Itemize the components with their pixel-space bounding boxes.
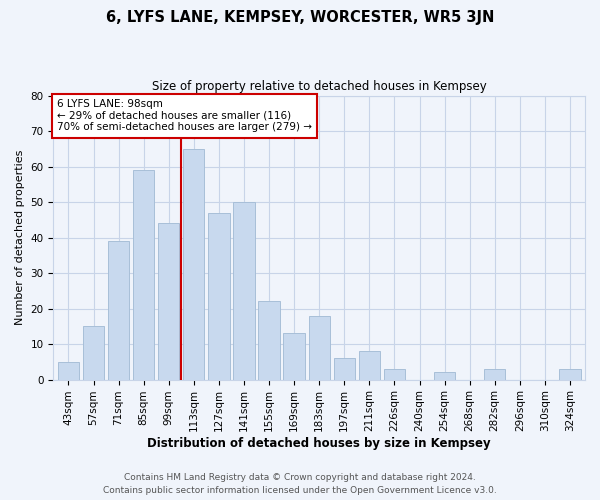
Bar [384, 369, 405, 380]
Bar [83, 326, 104, 380]
Bar [308, 316, 330, 380]
Bar [208, 212, 230, 380]
Bar [283, 334, 305, 380]
Bar [334, 358, 355, 380]
Bar [484, 369, 505, 380]
X-axis label: Distribution of detached houses by size in Kempsey: Distribution of detached houses by size … [148, 437, 491, 450]
Text: 6, LYFS LANE, KEMPSEY, WORCESTER, WR5 3JN: 6, LYFS LANE, KEMPSEY, WORCESTER, WR5 3J… [106, 10, 494, 25]
Bar [434, 372, 455, 380]
Title: Size of property relative to detached houses in Kempsey: Size of property relative to detached ho… [152, 80, 487, 93]
Text: Contains HM Land Registry data © Crown copyright and database right 2024.
Contai: Contains HM Land Registry data © Crown c… [103, 474, 497, 495]
Y-axis label: Number of detached properties: Number of detached properties [15, 150, 25, 326]
Bar [108, 241, 129, 380]
Bar [133, 170, 154, 380]
Bar [58, 362, 79, 380]
Bar [158, 224, 179, 380]
Text: 6 LYFS LANE: 98sqm
← 29% of detached houses are smaller (116)
70% of semi-detach: 6 LYFS LANE: 98sqm ← 29% of detached hou… [57, 99, 312, 132]
Bar [233, 202, 254, 380]
Bar [559, 369, 581, 380]
Bar [259, 302, 280, 380]
Bar [359, 351, 380, 380]
Bar [183, 149, 205, 380]
